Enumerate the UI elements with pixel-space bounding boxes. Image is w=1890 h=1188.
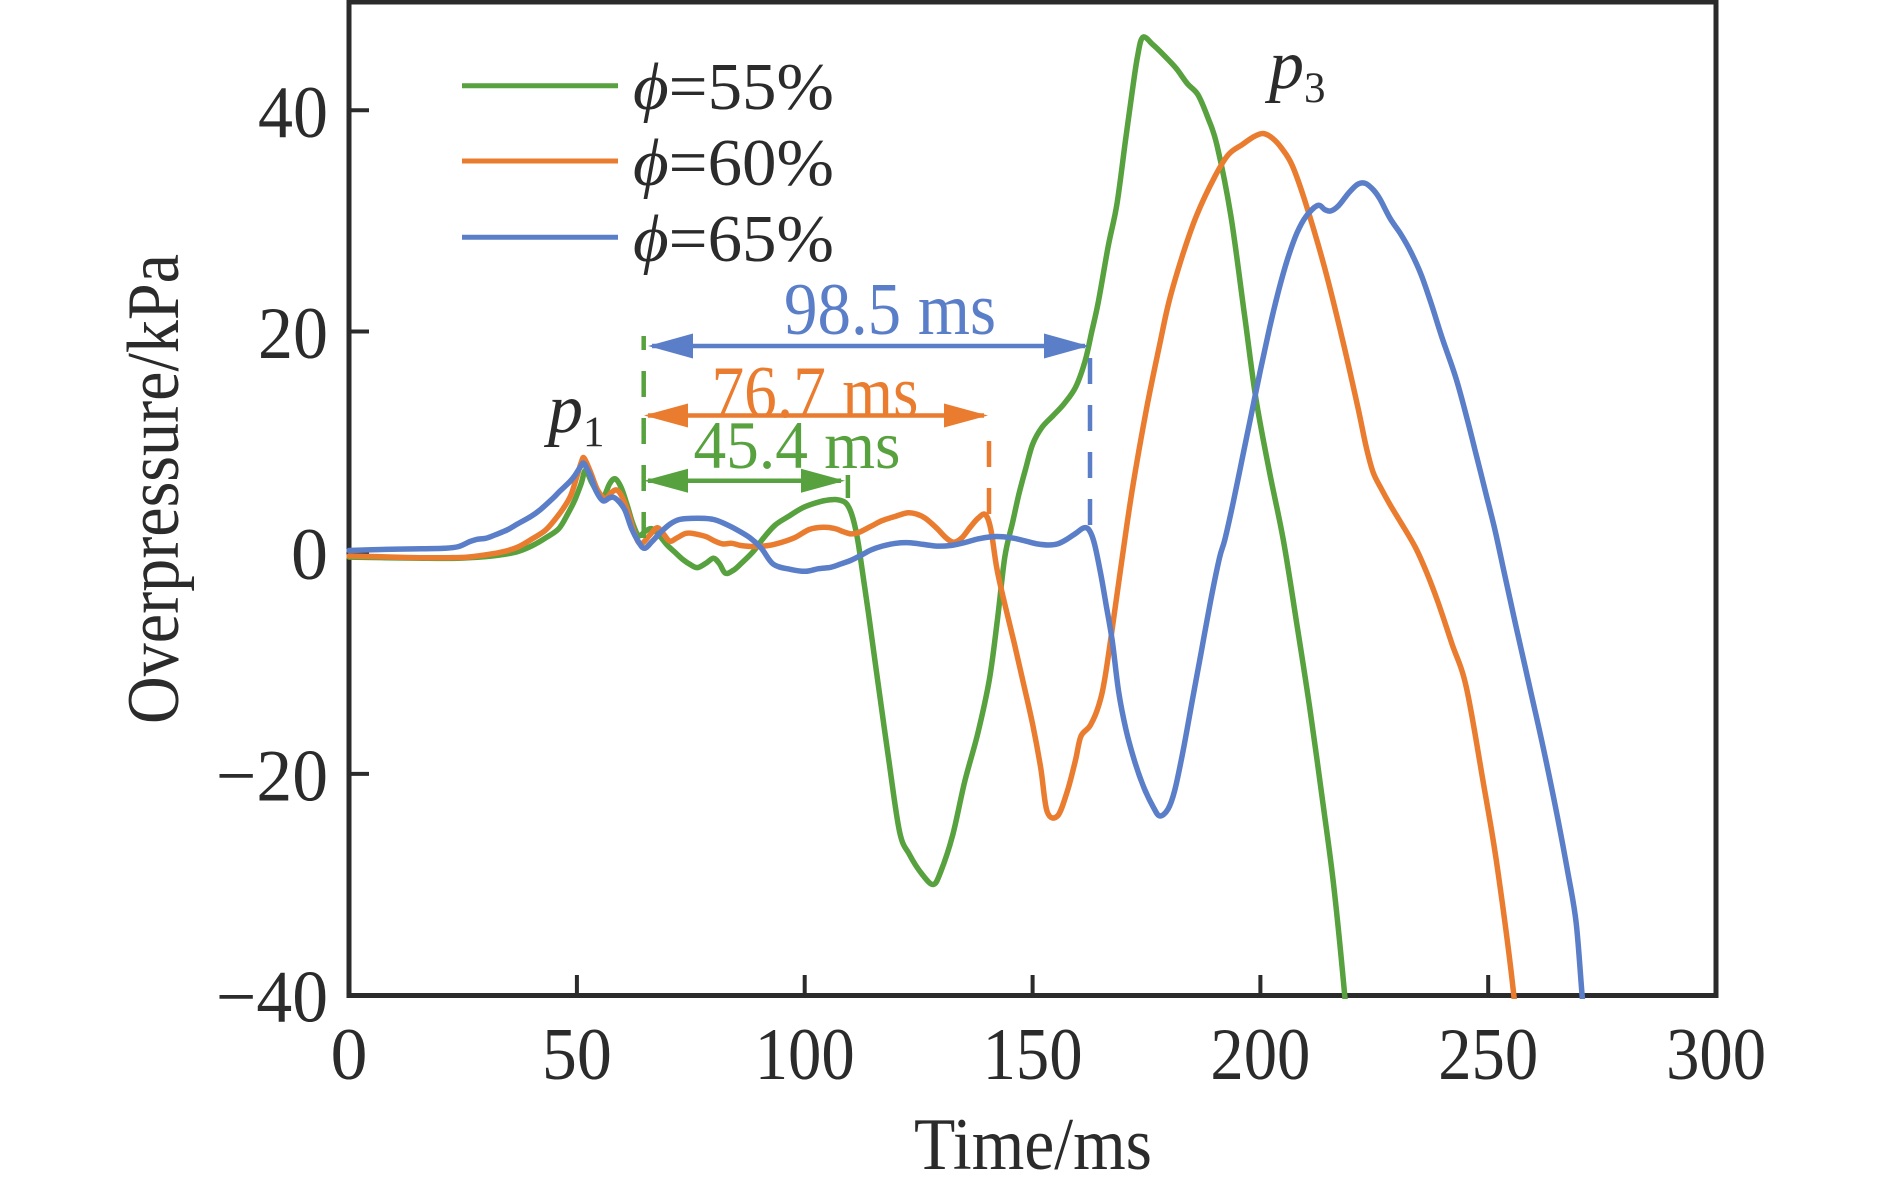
svg-text:40: 40 bbox=[258, 72, 328, 154]
svg-text:ϕ=65%: ϕ=65% bbox=[633, 202, 834, 276]
svg-text:76.7 ms: 76.7 ms bbox=[712, 352, 919, 434]
svg-text:45.4 ms: 45.4 ms bbox=[694, 407, 901, 483]
svg-text:98.5 ms: 98.5 ms bbox=[784, 269, 996, 351]
svg-text:Overpressure/kPa: Overpressure/kPa bbox=[113, 254, 195, 724]
svg-text:150: 150 bbox=[983, 1014, 1083, 1096]
svg-text:200: 200 bbox=[1210, 1014, 1310, 1096]
svg-text:ϕ=55%: ϕ=55% bbox=[633, 50, 834, 124]
svg-text:20: 20 bbox=[258, 293, 328, 375]
svg-text:50: 50 bbox=[542, 1014, 612, 1096]
svg-text:100: 100 bbox=[755, 1014, 855, 1096]
svg-text:300: 300 bbox=[1666, 1014, 1766, 1096]
svg-text:0: 0 bbox=[331, 1014, 368, 1096]
svg-text:Time/ms: Time/ms bbox=[914, 1104, 1152, 1186]
svg-text:250: 250 bbox=[1438, 1014, 1538, 1096]
svg-text:−20: −20 bbox=[216, 735, 328, 817]
svg-text:−40: −40 bbox=[216, 957, 328, 1039]
svg-text:0: 0 bbox=[291, 514, 328, 596]
svg-text:ϕ=60%: ϕ=60% bbox=[633, 126, 834, 200]
